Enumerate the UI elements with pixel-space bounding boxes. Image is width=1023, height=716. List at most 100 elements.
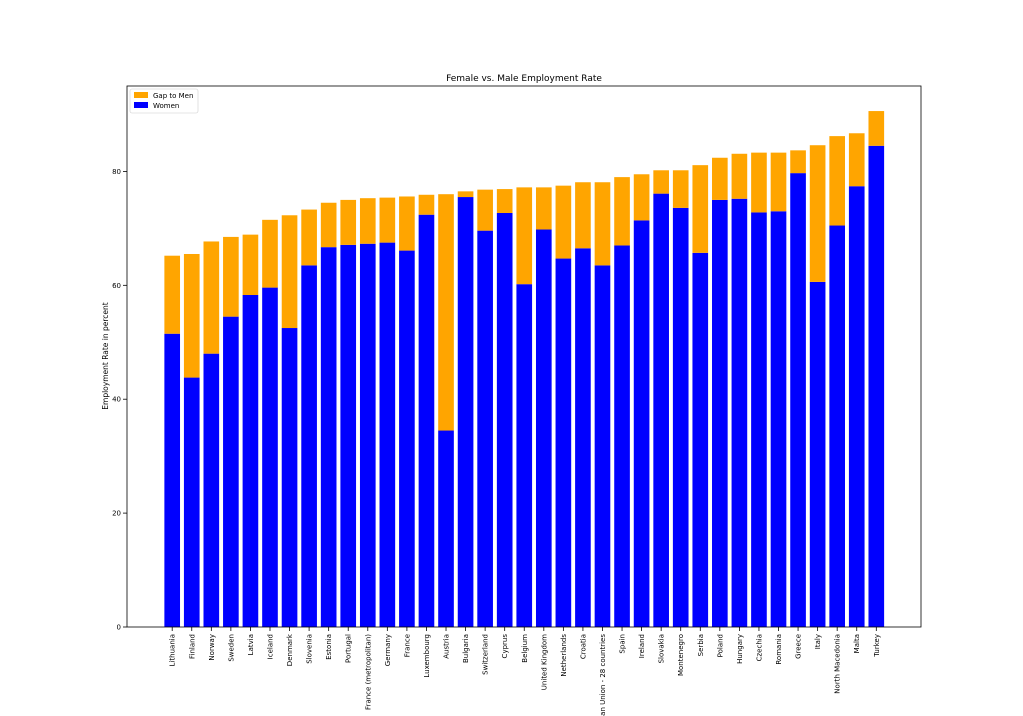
bar-women-netherlands: [555, 258, 572, 627]
y-axis-label: Employment Rate in percent: [101, 302, 110, 410]
x-tick-label: Estonia: [325, 634, 333, 660]
bar-gap-croatia: [575, 182, 591, 249]
bar-gap-latvia: [242, 234, 259, 295]
bar-women-luxembourg: [418, 214, 435, 627]
x-tick-label: Sweden: [227, 634, 235, 662]
bar-women-iceland: [262, 287, 278, 627]
x-tick-label: Switzerland: [482, 634, 490, 675]
bar-gap-germany: [379, 197, 396, 243]
bar-women-montenegro: [672, 207, 689, 627]
bar-women-czechia: [751, 212, 767, 627]
bar-women-italy: [809, 281, 826, 627]
x-tick-label: Latvia: [247, 634, 255, 655]
x-tick-label: Hungary: [736, 634, 744, 664]
legend-label-gap-to-men: Gap to Men: [153, 92, 193, 100]
x-tick-label: Serbia: [697, 634, 705, 656]
x-tick-label: Croatia: [579, 634, 587, 659]
x-tick-label: Luxembourg: [423, 634, 431, 678]
x-tick-label: Slovakia: [658, 634, 666, 663]
y-tick-label: 40: [112, 396, 121, 404]
bar-women-latvia: [242, 294, 259, 627]
bar-women-germany: [379, 242, 396, 627]
bar-women-austria: [438, 430, 454, 627]
bar-gap-an-union-28-countries: [594, 182, 611, 266]
bar-women-norway: [203, 353, 220, 627]
x-tick-label: Denmark: [286, 633, 294, 666]
bar-gap-austria: [438, 194, 454, 431]
bar-gap-serbia: [692, 165, 709, 253]
bar-gap-greece: [790, 150, 806, 174]
bar-gap-portugal: [340, 199, 357, 245]
bar-gap-turkey: [868, 111, 885, 146]
legend-swatch-gap-to-men: [134, 92, 148, 98]
x-tick-label: an Union - 28 countries: [599, 634, 607, 716]
x-tick-label: Austria: [443, 634, 451, 659]
x-tick-label: Slovenia: [306, 634, 314, 664]
y-axis: 0 20 40 60 80: [112, 168, 127, 632]
bar-women-spain: [614, 245, 630, 627]
bar-women-sweden: [223, 316, 239, 627]
bar-gap-belgium: [516, 187, 533, 285]
bar-women-croatia: [575, 248, 591, 628]
x-tick-label: Greece: [795, 634, 803, 659]
x-tick-label: Portugal: [345, 634, 353, 663]
bar-gap-slovakia: [653, 170, 669, 194]
bar-women-north-macedonia: [829, 225, 846, 627]
x-tick-label: United Kingdom: [540, 634, 548, 690]
bar-gap-finland: [183, 253, 200, 378]
bar-women-denmark: [281, 328, 298, 627]
bars-group: [164, 111, 885, 628]
bar-women-ireland: [633, 220, 650, 627]
bar-gap-romania: [770, 152, 787, 212]
bar-women-portugal: [340, 244, 357, 627]
x-tick-label: Montenegro: [677, 634, 685, 676]
bar-women-slovakia: [653, 193, 669, 627]
x-tick-label: Ireland: [638, 634, 646, 658]
y-tick-label: 60: [112, 282, 121, 290]
bar-women-cyprus: [496, 212, 513, 628]
bar-gap-denmark: [281, 215, 298, 329]
chart-title: Female vs. Male Employment Rate: [446, 74, 602, 84]
bar-gap-norway: [203, 241, 220, 354]
y-tick-label: 80: [112, 168, 121, 176]
bar-women-slovenia: [301, 265, 317, 627]
bar-gap-czechia: [751, 152, 767, 213]
bar-women-turkey: [868, 145, 885, 627]
x-tick-label: Iceland: [266, 634, 274, 659]
bar-gap-lithuania: [164, 255, 181, 334]
bar-women-hungary: [731, 198, 748, 627]
x-tick-label: Italy: [814, 634, 822, 649]
bar-gap-slovenia: [301, 209, 317, 266]
legend: Gap to Men Women: [129, 88, 199, 114]
bar-women-serbia: [692, 252, 709, 628]
bar-gap-switzerland: [477, 189, 493, 231]
x-tick-label: Romania: [775, 634, 783, 665]
bar-gap-spain: [614, 177, 630, 246]
y-tick-label: 0: [117, 624, 121, 632]
x-tick-label: Bulgaria: [462, 634, 470, 663]
bar-gap-montenegro: [672, 170, 689, 208]
bar-women-malta: [848, 186, 865, 628]
bar-gap-luxembourg: [418, 194, 435, 215]
bar-gap-bulgaria: [457, 191, 474, 198]
x-axis: Lithuania Finland Norway Sweden Latvia Icelan…: [169, 627, 881, 716]
bar-gap-france: [399, 196, 415, 251]
bar-gap-italy: [809, 145, 826, 282]
bar-women-switzerland: [477, 230, 493, 628]
bar-women-lithuania: [164, 333, 181, 627]
y-tick-label: 20: [112, 510, 121, 518]
x-tick-label: Finland: [188, 634, 196, 659]
bar-gap-cyprus: [496, 189, 513, 213]
bar-gap-estonia: [320, 202, 337, 248]
legend-swatch-women: [134, 102, 148, 108]
x-tick-label: Cyprus: [501, 634, 509, 659]
bar-gap-north-macedonia: [829, 136, 846, 226]
bar-women-united-kingdom: [535, 229, 552, 627]
bar-gap-netherlands: [555, 185, 572, 259]
bar-gap-united-kingdom: [535, 187, 552, 230]
bar-gap-ireland: [633, 174, 650, 221]
bar-women-an-union-28-countries: [594, 265, 611, 627]
x-tick-label: Lithuania: [169, 634, 177, 666]
plot-frame: [126, 85, 922, 628]
